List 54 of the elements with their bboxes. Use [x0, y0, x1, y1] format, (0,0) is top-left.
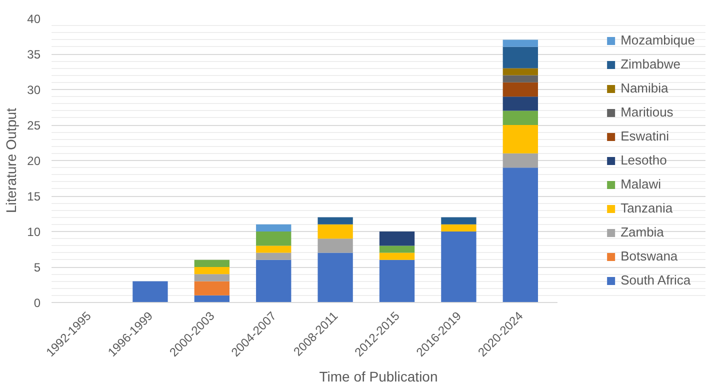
bar	[379, 232, 415, 246]
legend-label: Mozambique	[620, 32, 695, 48]
y-tick-label: 5	[34, 260, 41, 274]
legend-label: Maritious	[620, 104, 674, 120]
y-axis-title: Literature Output	[3, 108, 20, 214]
legend-label: South Africa	[620, 272, 691, 288]
bar	[502, 40, 538, 47]
y-tick-label: 30	[27, 83, 41, 97]
bar	[256, 224, 292, 232]
bar	[132, 281, 168, 302]
y-tick-label: 15	[27, 190, 41, 204]
bar	[502, 75, 538, 82]
bar	[194, 281, 230, 296]
legend-label: Botswana	[620, 248, 678, 264]
x-axis-title: Time of Publication	[319, 368, 438, 384]
y-tick-label: 20	[27, 154, 41, 168]
bar	[441, 217, 476, 224]
bar	[379, 246, 415, 253]
bar	[318, 252, 353, 302]
bar	[318, 217, 353, 224]
bar	[379, 260, 415, 302]
bar	[502, 125, 538, 154]
bar	[502, 46, 538, 68]
y-tick-label: 0	[34, 296, 41, 310]
bar	[502, 153, 538, 168]
bar	[318, 238, 353, 253]
legend-label: Tanzania	[620, 200, 673, 216]
bar	[502, 82, 538, 97]
legend-label: Lesotho	[620, 152, 667, 168]
legend-label: Malawi	[620, 176, 662, 192]
bar	[502, 110, 538, 125]
bar	[194, 260, 230, 267]
bar	[256, 246, 292, 253]
bar	[194, 274, 230, 282]
legend-label: Eswatini	[620, 128, 669, 144]
legend-label: Namibia	[620, 80, 668, 96]
bar	[194, 295, 230, 302]
y-tick-label: 10	[27, 225, 41, 239]
y-tick-label: 25	[27, 118, 41, 132]
y-tick-label: 40	[27, 12, 41, 26]
bar	[379, 252, 415, 260]
bar	[256, 232, 292, 246]
bar	[256, 260, 292, 302]
legend-label: Zimbabwe	[620, 56, 681, 72]
bar	[256, 252, 292, 260]
bar	[318, 224, 353, 239]
bar	[194, 267, 230, 274]
bar	[441, 224, 476, 232]
bar	[502, 96, 538, 111]
bar	[441, 232, 476, 302]
bar	[502, 168, 538, 302]
legend-label: Zambia	[620, 224, 664, 240]
bar	[502, 68, 538, 76]
y-tick-label: 35	[27, 48, 41, 62]
